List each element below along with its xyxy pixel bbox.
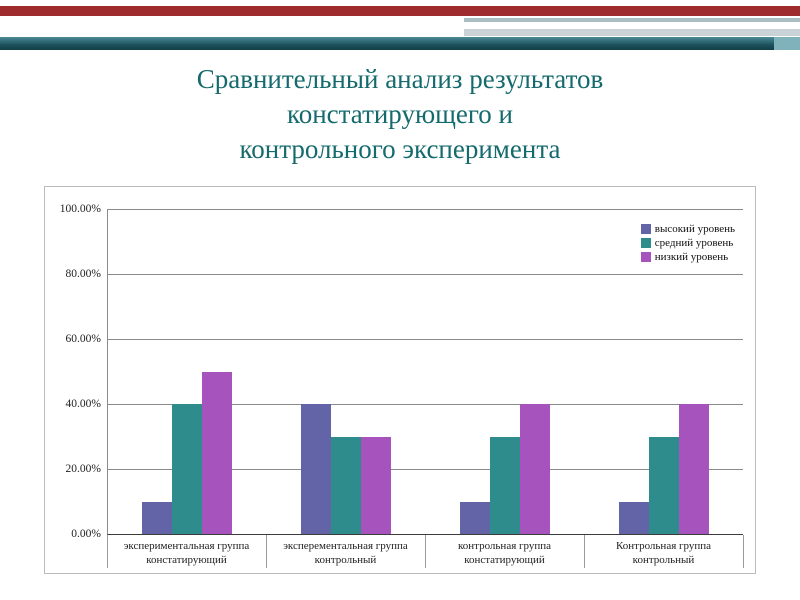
bar-group [584, 209, 743, 534]
bar-низкий уровень [202, 371, 233, 534]
x-axis-category-label: Контрольная группа контрольный [615, 540, 712, 566]
gridline [108, 339, 743, 340]
legend-label: средний уровень [654, 237, 734, 249]
top-red-bar [0, 6, 800, 16]
legend-entry: высокий уровень [640, 223, 735, 235]
decor-gray-stripe [464, 29, 800, 36]
bar-group [108, 209, 267, 534]
legend-entry: средний уровень [640, 237, 735, 249]
bar-group [426, 209, 585, 534]
plot-area: 100.00% 80.00% 60.00% 40.00% 20.00% 0.00% выс… [60, 203, 743, 540]
bar-средний уровень [648, 436, 679, 534]
accent-teal-bar [0, 37, 800, 50]
legend-label: низкий уровень [654, 251, 729, 263]
gridline [108, 274, 743, 275]
y-axis-tick-label: 20.00% [65, 463, 101, 475]
chart-container: 100.00% 80.00% 60.00% 40.00% 20.00% 0.00% выс… [44, 186, 756, 574]
bar-высокий уровень [301, 404, 332, 534]
legend-swatch [640, 224, 651, 234]
legend-swatch [640, 252, 651, 262]
bars-layer [108, 209, 743, 534]
bar-низкий уровень [678, 404, 709, 534]
legend-swatch [640, 238, 651, 248]
x-axis-category-label: экспериментальная группа констатирующий [123, 540, 250, 566]
accent-teal-bar-cap [774, 37, 800, 50]
bar-средний уровень [331, 436, 362, 534]
bar-group [267, 209, 426, 534]
gridline [108, 469, 743, 470]
x-axis-category-labels: экспериментальная группа констатирующий э… [107, 537, 743, 571]
bar-низкий уровень [361, 436, 392, 534]
legend-entry: низкий уровень [640, 251, 735, 263]
y-axis-tick-label: 0.00% [71, 528, 101, 540]
y-axis-tick-label: 80.00% [65, 268, 101, 280]
bar-средний уровень [489, 436, 520, 534]
x-axis-category-label: эксперементальная группа контрольный [283, 540, 408, 566]
bar-средний уровень [172, 404, 203, 534]
y-axis-tick-label: 40.00% [65, 398, 101, 410]
title-line-2: констатирующего и [286, 99, 514, 130]
bar-низкий уровень [519, 404, 550, 534]
gridline [108, 404, 743, 405]
legend-label: высокий уровень [654, 223, 735, 235]
slide-title: Сравнительный анализ результатов констат… [0, 62, 800, 167]
decor-thin-stripe [464, 18, 800, 22]
x-axis-tick [743, 535, 744, 568]
y-axis-tick-label: 60.00% [65, 333, 101, 345]
chart-legend: высокий уровень средний уровень низкий уро… [637, 221, 739, 265]
gridline [108, 209, 743, 210]
bar-высокий уровень [142, 501, 173, 534]
bar-высокий уровень [459, 501, 490, 534]
title-line-1: Сравнительный анализ результатов [196, 64, 604, 94]
title-line-3: контрольного эксперимента [239, 134, 561, 165]
bar-высокий уровень [618, 501, 649, 534]
x-axis-category-label: контрольная группа констатирующий [457, 540, 552, 566]
y-axis-tick-label: 100.00% [59, 203, 101, 215]
